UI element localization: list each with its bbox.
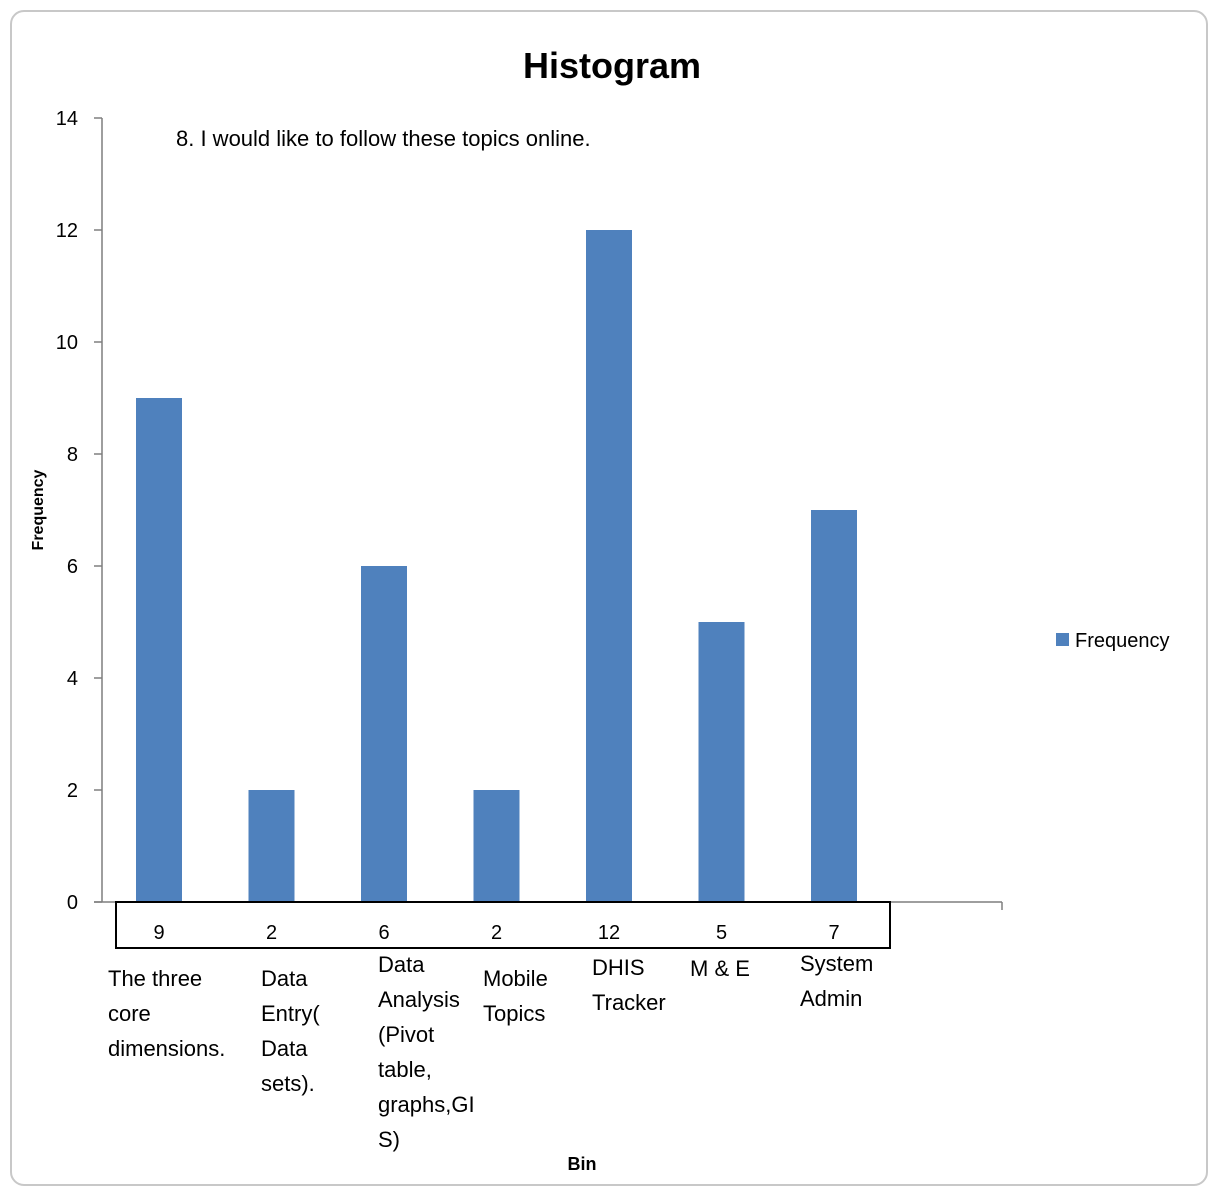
bar (586, 230, 632, 902)
value-label: 9 (153, 922, 164, 944)
bar (248, 790, 295, 902)
chart-subtitle: 8. I would like to follow these topics o… (176, 126, 591, 151)
value-label: 12 (598, 922, 620, 944)
value-label: 2 (491, 922, 502, 944)
y-ticks: 0 2 4 6 8 10 12 14 (56, 108, 102, 914)
value-label: 7 (828, 922, 839, 944)
chart-title: Histogram (523, 45, 701, 86)
y-axis-label: Frequency (30, 469, 47, 550)
y-tick-label: 8 (67, 444, 78, 466)
x-axis-label: Bin (568, 1154, 597, 1174)
category-label: M & E (690, 956, 750, 981)
y-tick-label: 6 (67, 556, 78, 578)
y-tick-label: 2 (67, 780, 78, 802)
value-label: 5 (716, 922, 727, 944)
value-label: 2 (266, 922, 277, 944)
bar (136, 398, 182, 902)
value-table (115, 901, 891, 949)
value-label: 6 (378, 922, 389, 944)
bars (136, 230, 857, 902)
y-tick-label: 4 (67, 668, 78, 690)
bar (698, 622, 745, 902)
y-tick-label: 10 (56, 332, 78, 354)
bar (811, 510, 857, 902)
category-label: Data Entry(Data sets). (261, 966, 320, 1096)
bar (473, 790, 520, 902)
category-labels: The three core dimensions. Data Entry(Data se… (108, 951, 873, 1152)
y-tick-label: 12 (56, 220, 78, 242)
legend-swatch (1056, 633, 1069, 646)
y-tick-label: 0 (67, 892, 78, 914)
bar (361, 566, 407, 902)
category-label: Mobile Topics (483, 966, 548, 1026)
category-label: The three core dimensions. (108, 966, 225, 1061)
legend: Frequency (1056, 630, 1170, 652)
legend-label: Frequency (1075, 630, 1170, 652)
y-tick-label: 14 (56, 108, 78, 130)
category-label: System Admin (800, 951, 873, 1011)
category-label: Data Analysis (Pivot table, graphs,GI S) (378, 952, 475, 1152)
value-labels: 9 2 6 2 12 5 7 (153, 922, 839, 944)
category-label: DHIS Tracker (592, 955, 666, 1015)
